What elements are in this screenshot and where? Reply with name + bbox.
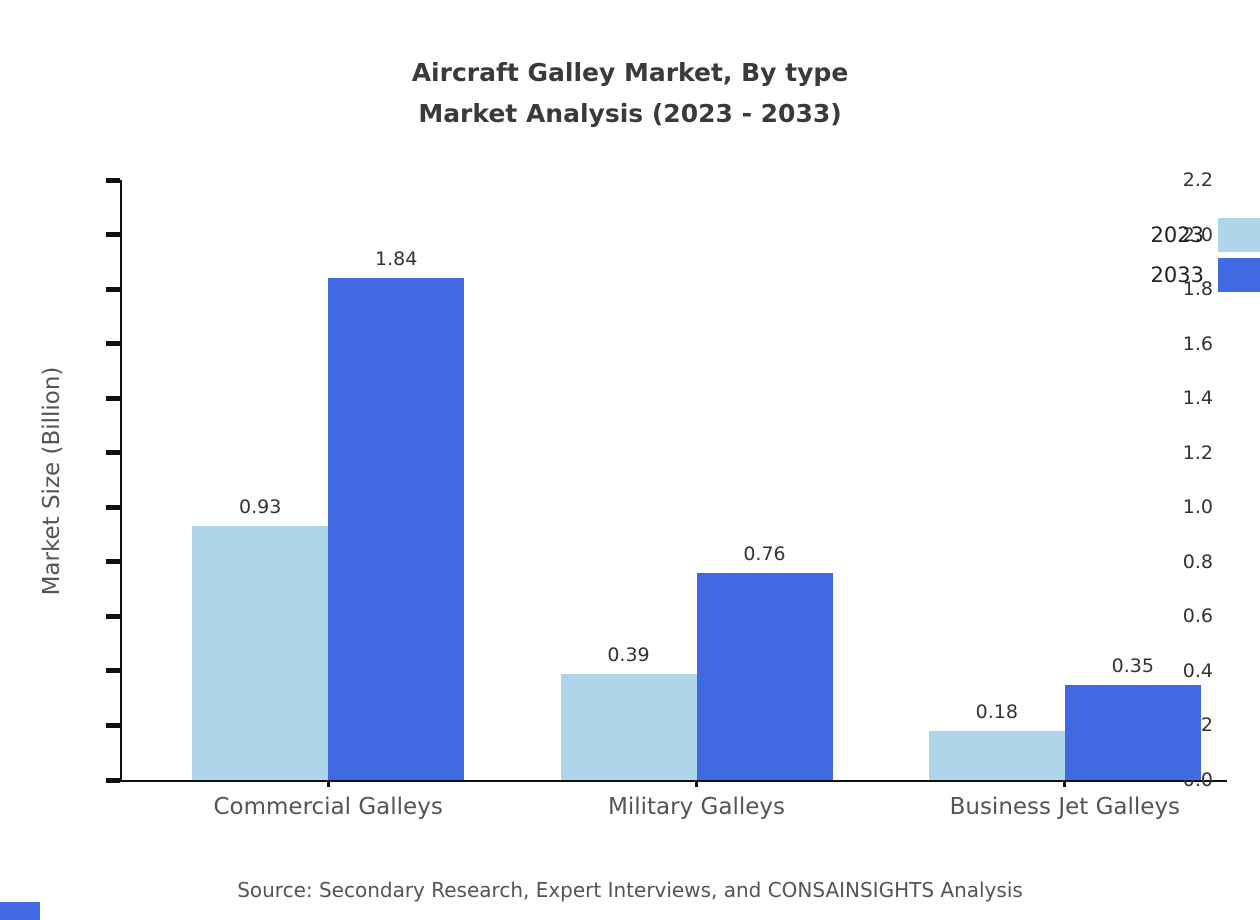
x-category-label: Military Galleys [608, 794, 785, 820]
y-tick-label: 0.6 [1182, 605, 1213, 628]
bar-value-label: 0.18 [975, 700, 1018, 723]
y-tick-label: 1.2 [1182, 441, 1213, 464]
x-tick-mark [1063, 780, 1067, 787]
plot-area: 0.00.20.40.60.81.01.21.41.61.82.02.20.93… [106, 169, 1227, 820]
bar-2023-military-galleys [560, 673, 697, 780]
y-tick-mark [106, 450, 120, 456]
x-tick-mark [695, 780, 698, 787]
y-tick-mark [106, 232, 120, 238]
legend-swatch [1218, 258, 1260, 292]
y-tick-mark [106, 613, 120, 619]
y-tick-mark [106, 722, 120, 728]
legend-item-2033: 2033 [1151, 258, 1260, 292]
y-tick-mark [106, 395, 120, 401]
legend-item-2023: 2023 [1151, 218, 1260, 252]
x-tick-mark [326, 780, 330, 787]
bar-value-label: 0.39 [607, 643, 650, 666]
bar-value-label: 0.35 [1111, 654, 1154, 677]
y-tick-mark [106, 177, 120, 183]
bar-2033-military-galleys [696, 572, 833, 780]
bar-2023-business-jet-galleys [928, 730, 1065, 780]
legend-label: 2033 [1150, 263, 1204, 287]
chart-title-line1: Aircraft Galley Market, By type [411, 58, 849, 87]
y-tick-mark [106, 777, 120, 783]
chart-title-line2: Market Analysis (2023 - 2033) [418, 99, 842, 128]
x-category-label: Business Jet Galleys [949, 794, 1181, 820]
bar-value-label: 1.84 [375, 248, 418, 271]
y-axis-label: Market Size (Billion) [39, 366, 65, 596]
bar-2033-business-jet-galleys [1064, 684, 1201, 780]
brand-mark [0, 902, 40, 920]
y-tick-label: 2.0 [1182, 223, 1213, 246]
bar-value-label: 0.93 [239, 496, 282, 519]
source-note: Source: Secondary Research, Expert Inter… [237, 878, 1023, 902]
legend: 2023 2033 [1151, 218, 1260, 292]
bar-2023-commercial-galleys [192, 526, 329, 780]
chart-title: Aircraft Galley Market, By type Market A… [0, 52, 1260, 134]
y-tick-label: 1.0 [1182, 496, 1213, 519]
bar-value-label: 0.76 [743, 542, 786, 565]
y-tick-label: 1.6 [1182, 332, 1213, 355]
y-tick-mark [106, 341, 120, 347]
x-category-label: Commercial Galleys [213, 794, 443, 820]
y-tick-mark [106, 668, 120, 674]
legend-swatch [1218, 218, 1260, 252]
y-tick-mark [106, 504, 120, 510]
y-tick-label: 1.8 [1182, 278, 1213, 301]
y-tick-mark [106, 559, 120, 565]
y-tick-label: 2.2 [1182, 169, 1213, 191]
bar-2033-commercial-galleys [328, 278, 465, 780]
legend-label: 2023 [1150, 223, 1204, 247]
y-tick-label: 0.4 [1182, 659, 1213, 682]
y-tick-label: 1.4 [1182, 387, 1213, 410]
y-tick-mark [106, 286, 120, 292]
y-tick-label: 0.8 [1182, 550, 1213, 573]
